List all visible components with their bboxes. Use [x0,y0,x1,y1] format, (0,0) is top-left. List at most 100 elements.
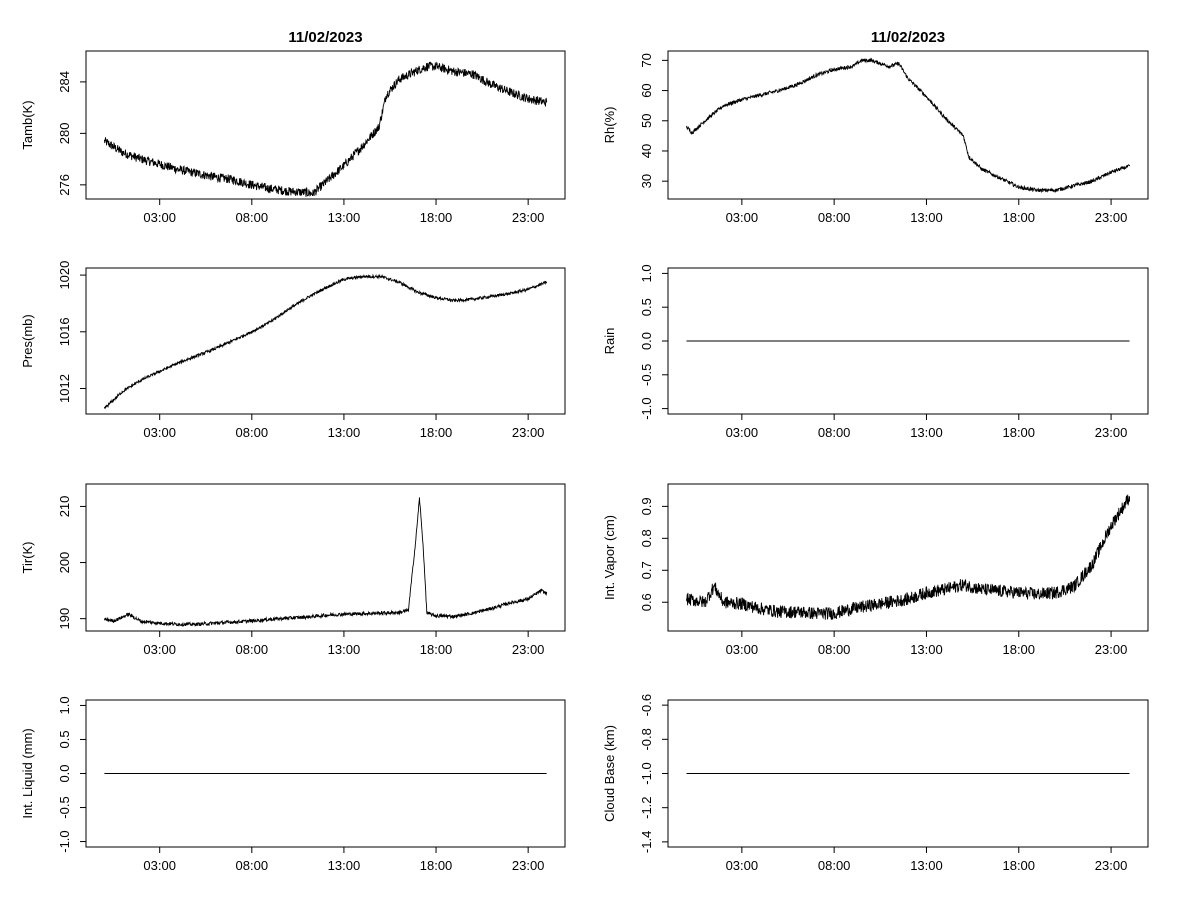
x-tick-label: 08:00 [236,858,269,873]
panel-liquid: 03:00 08:00 13:00 18:00 23:00 -1.0 -0.5 0.0 0.5 1… [20,696,566,873]
series-line-tir [103,497,548,628]
y-tick-label: -1.0 [57,830,72,852]
y-tick-label: 0.6 [639,593,654,611]
x-tick-label: 18:00 [420,210,453,225]
y-tick-label: 200 [57,552,72,574]
y-axis-label: Int. Vapor (cm) [602,515,617,600]
x-tick-label: 08:00 [818,858,851,873]
x-tick-label: 23:00 [512,642,545,657]
x-tick-label: 23:00 [512,210,545,225]
x-tick-label: 23:00 [1095,210,1128,225]
y-tick-label: 276 [57,174,72,196]
y-tick-label: 0.5 [639,298,654,316]
x-tick-label: 18:00 [420,642,453,657]
panel-rain: 03:00 08:00 13:00 18:00 23:00 -1.0 -0.5 0.0 0.5 1… [602,264,1149,440]
series-line-vapor [686,494,1130,620]
x-tick-label: 13:00 [328,642,361,657]
x-tick-label: 08:00 [236,425,269,440]
x-tick-label: 23:00 [512,425,545,440]
y-tick-label: -1.2 [639,796,654,818]
y-axis-label: Tamb(K) [20,100,35,149]
x-tick-label: 13:00 [328,210,361,225]
x-tick-label: 18:00 [1002,642,1035,657]
y-tick-label: 1020 [57,261,72,290]
panel-rh: 11/02/2023 03:00 08:00 13:00 18:00 23:00 30 40 5… [602,29,1149,225]
y-tick-label: 0.0 [57,764,72,782]
x-tick-label: 03:00 [143,642,176,657]
y-tick-label: -0.5 [57,796,72,818]
y-tick-label: 210 [57,496,72,518]
panel-vapor: 03:00 08:00 13:00 18:00 23:00 0.6 0.7 0.8 0.9 Int… [602,483,1149,657]
y-axis-label: Rain [602,328,617,355]
x-tick-label: 18:00 [1002,425,1035,440]
y-tick-label: -1.0 [639,397,654,419]
panel-title: 11/02/2023 [288,29,362,46]
x-tick-label: 18:00 [1002,210,1035,225]
y-axis-label: Rh(%) [602,107,617,144]
y-axis-label: Pres(mb) [20,314,35,367]
x-tick-label: 23:00 [512,858,545,873]
panel-pres: 03:00 08:00 13:00 18:00 23:00 1012 1016 1020 Pre… [20,261,566,440]
y-tick-label: 1016 [57,317,72,346]
x-tick-label: 13:00 [910,210,943,225]
y-axis-label: Int. Liquid (mm) [20,728,35,818]
x-tick-label: 08:00 [236,642,269,657]
x-tick-label: 08:00 [818,210,851,225]
y-tick-label: 1012 [57,374,72,403]
y-tick-label: 60 [639,83,654,97]
y-tick-label: -0.8 [639,728,654,750]
y-tick-label: 0.5 [57,730,72,748]
y-tick-label: 40 [639,144,654,158]
y-axis-label: Tir(K) [20,541,35,573]
y-tick-label: -0.5 [639,364,654,386]
x-tick-label: 18:00 [1002,858,1035,873]
x-tick-label: 03:00 [726,858,759,873]
y-tick-label: 1.0 [57,696,72,714]
x-tick-label: 08:00 [236,210,269,225]
y-tick-label: 50 [639,114,654,128]
y-tick-label: 190 [57,608,72,630]
plot-frame [85,267,566,415]
plot-frame [667,483,1149,632]
x-tick-label: 03:00 [143,858,176,873]
x-tick-label: 03:00 [726,642,759,657]
panel-title: 11/02/2023 [871,29,945,46]
y-tick-label: 0.7 [639,561,654,579]
plot-frame [85,50,566,200]
panel-tir: 03:00 08:00 13:00 18:00 23:00 190 200 210 Tir(K) [20,483,566,657]
y-tick-label: -1.0 [639,762,654,784]
panel-tamb: 11/02/2023 03:00 08:00 13:00 18:00 23:00 276 28… [20,29,566,225]
x-tick-label: 03:00 [143,425,176,440]
y-tick-label: -0.6 [639,694,654,716]
y-tick-label: 70 [639,53,654,67]
x-tick-label: 23:00 [1095,642,1128,657]
y-tick-label: 0.8 [639,529,654,547]
y-tick-label: 1.0 [639,264,654,282]
x-tick-label: 13:00 [910,858,943,873]
x-tick-label: 13:00 [910,642,943,657]
y-axis-label: Cloud Base (km) [602,725,617,822]
y-tick-label: 284 [57,71,72,93]
plot-frame [667,50,1149,200]
x-tick-label: 13:00 [910,425,943,440]
series-line-pres [103,273,548,410]
y-tick-label: 0.0 [639,332,654,350]
y-tick-label: 30 [639,174,654,188]
x-tick-label: 23:00 [1095,425,1128,440]
y-tick-label: -1.4 [639,831,654,853]
x-tick-label: 08:00 [818,425,851,440]
x-tick-label: 23:00 [1095,858,1128,873]
y-tick-label: 0.9 [639,497,654,515]
y-tick-label: 280 [57,123,72,145]
x-tick-label: 03:00 [726,425,759,440]
x-tick-label: 03:00 [143,210,176,225]
x-tick-label: 13:00 [328,858,361,873]
x-tick-label: 13:00 [328,425,361,440]
x-tick-label: 18:00 [420,425,453,440]
series-line-tamb [103,61,548,197]
x-tick-label: 18:00 [420,858,453,873]
panel-cloudbase: 03:00 08:00 13:00 18:00 23:00 -1.4 -1.2 -1.0 -0.… [602,694,1149,873]
series-line-rh [686,57,1130,194]
x-tick-label: 08:00 [818,642,851,657]
